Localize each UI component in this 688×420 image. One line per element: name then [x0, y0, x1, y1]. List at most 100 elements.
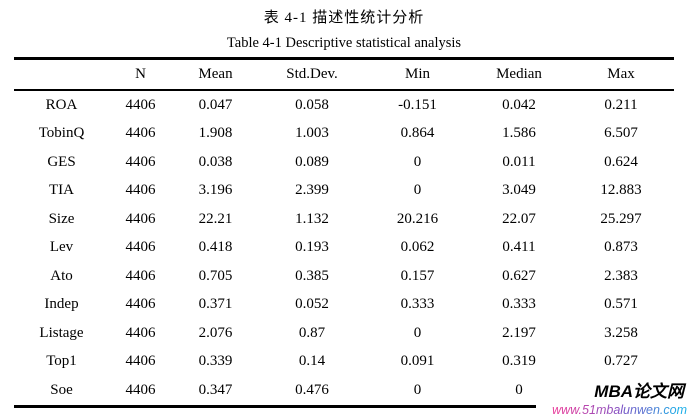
- cell-value: -0.151: [398, 96, 437, 113]
- table-row-tia: TIA 4406 3.196 2.399 0 3.049 12.883: [14, 177, 674, 206]
- cell-value: 0: [413, 324, 422, 341]
- cell-value: 4406: [125, 267, 156, 284]
- column-header-stddev: Std.Dev.: [259, 60, 365, 91]
- cell-value: 22.21: [198, 210, 233, 227]
- cell-value: 0.411: [502, 239, 536, 256]
- cell-value: 4406: [125, 96, 156, 113]
- table-title-english: Table 4-1 Descriptive statistical analys…: [226, 35, 462, 51]
- cell-value: 4406: [125, 324, 156, 341]
- cell-value: 3.258: [604, 324, 638, 341]
- table-header-row: N Mean Std.Dev. Min Median Max: [14, 60, 674, 91]
- column-header-n: N: [109, 60, 172, 91]
- cell-value: 22.07: [502, 210, 536, 227]
- table-row-soe: Soe 4406 0.347 0.476 0 0: [14, 376, 674, 405]
- cell-value: 0.333: [502, 296, 536, 313]
- cell-value: 4406: [125, 153, 156, 170]
- cell-value: 0.371: [198, 296, 233, 313]
- variable-label: ROA: [45, 96, 78, 113]
- cell-value: 0.87: [298, 324, 326, 341]
- cell-value: 0.571: [604, 296, 638, 313]
- table-row-tobinq: TobinQ 4406 1.908 1.003 0.864 1.586 6.507: [14, 120, 674, 149]
- table-row-size: Size 4406 22.21 1.132 20.216 22.07 25.297: [14, 205, 674, 234]
- cell-value: 0.476: [295, 381, 329, 398]
- cell-value: 0.047: [198, 96, 233, 113]
- cell-value: 0.319: [502, 353, 536, 370]
- cell-value: 2.383: [604, 267, 638, 284]
- table-row-ato: Ato 4406 0.705 0.385 0.157 0.627 2.383: [14, 262, 674, 291]
- variable-label: Lev: [49, 239, 74, 256]
- variable-label: Top1: [46, 353, 77, 370]
- cell-value: 0.211: [604, 96, 638, 113]
- cell-value: 0.042: [502, 96, 536, 113]
- cell-value: 1.003: [295, 125, 329, 142]
- cell-value: 0.333: [400, 296, 435, 313]
- cell-value: 6.507: [604, 125, 638, 142]
- cell-value: 0.418: [198, 239, 233, 256]
- cell-value: 4406: [125, 353, 156, 370]
- variable-label: GES: [47, 153, 76, 170]
- cell-value: 0.705: [198, 267, 233, 284]
- cell-value: 0.038: [198, 153, 233, 170]
- column-header-mean: Mean: [172, 60, 259, 91]
- column-header-median: Median: [470, 60, 568, 91]
- table-row-top1: Top1 4406 0.339 0.14 0.091 0.319 0.727: [14, 348, 674, 377]
- cell-value: 3.049: [502, 182, 536, 199]
- cell-value: 25.297: [600, 210, 642, 227]
- cell-value: 0.864: [400, 125, 435, 142]
- descriptive-stats-table: N Mean Std.Dev. Min Median Max ROA 4406 0.047 0.…: [14, 57, 674, 408]
- cell-value: 0.627: [502, 267, 536, 284]
- variable-label: Soe: [50, 381, 73, 398]
- cell-value: 4406: [125, 182, 156, 199]
- cell-value: 0.089: [295, 153, 329, 170]
- column-header-max: Max: [568, 60, 674, 91]
- watermark: MBA论文网 www.51mbalunwen.com: [536, 382, 688, 420]
- table-row-listage: Listage 4406 2.076 0.87 0 2.197 3.258: [14, 319, 674, 348]
- cell-value: 0.011: [502, 153, 536, 170]
- cell-value: 0: [515, 381, 523, 398]
- cell-value: 0.873: [604, 239, 638, 256]
- cell-value: 0.624: [604, 153, 638, 170]
- cell-value: 0.062: [400, 239, 435, 256]
- cell-value: 0.052: [295, 296, 329, 313]
- cell-value: 0: [413, 381, 422, 398]
- watermark-brand: MBA论文网: [594, 382, 684, 401]
- cell-value: 0.385: [295, 267, 329, 284]
- cell-value: 0: [413, 182, 422, 199]
- variable-label: TIA: [49, 182, 74, 199]
- cell-value: 0.091: [400, 353, 435, 370]
- cell-value: 0.727: [604, 353, 638, 370]
- table-row-roa: ROA 4406 0.047 0.058 -0.151 0.042 0.211: [14, 91, 674, 120]
- table-row-lev: Lev 4406 0.418 0.193 0.062 0.411 0.873: [14, 234, 674, 263]
- cell-value: 4406: [125, 296, 156, 313]
- cell-value: 0.058: [295, 96, 329, 113]
- table-title-chinese: 表 4-1 描述性统计分析: [263, 10, 425, 26]
- cell-value: 1.586: [502, 125, 536, 142]
- cell-value: 4406: [125, 239, 156, 256]
- variable-label: Size: [48, 210, 75, 227]
- cell-value: 4406: [125, 381, 156, 398]
- cell-value: 0.339: [198, 353, 233, 370]
- table-row-ges: GES 4406 0.038 0.089 0 0.011 0.624: [14, 148, 674, 177]
- cell-value: 1.132: [295, 210, 329, 227]
- cell-value: 1.908: [198, 125, 233, 142]
- table-row-indep: Indep 4406 0.371 0.052 0.333 0.333 0.571: [14, 291, 674, 320]
- variable-label: Listage: [39, 324, 84, 341]
- cell-value: 3.196: [198, 182, 233, 199]
- variable-label: Ato: [50, 267, 73, 284]
- cell-value: 20.216: [396, 210, 439, 227]
- column-header-variable: [14, 60, 109, 91]
- cell-value: 0.193: [295, 239, 329, 256]
- variable-label: TobinQ: [38, 125, 85, 142]
- cell-value: 12.883: [600, 182, 642, 199]
- cell-value: 0.14: [298, 353, 326, 370]
- cell-value: 0.347: [198, 381, 233, 398]
- cell-value: 0: [413, 153, 422, 170]
- cell-value: 2.399: [295, 182, 329, 199]
- cell-value: 2.076: [198, 324, 233, 341]
- watermark-url: www.51mbalunwen.com: [552, 403, 687, 417]
- cell-value: 2.197: [502, 324, 536, 341]
- variable-label: Indep: [44, 296, 79, 313]
- cell-value: 4406: [125, 125, 156, 142]
- cell-value: 0.157: [400, 267, 435, 284]
